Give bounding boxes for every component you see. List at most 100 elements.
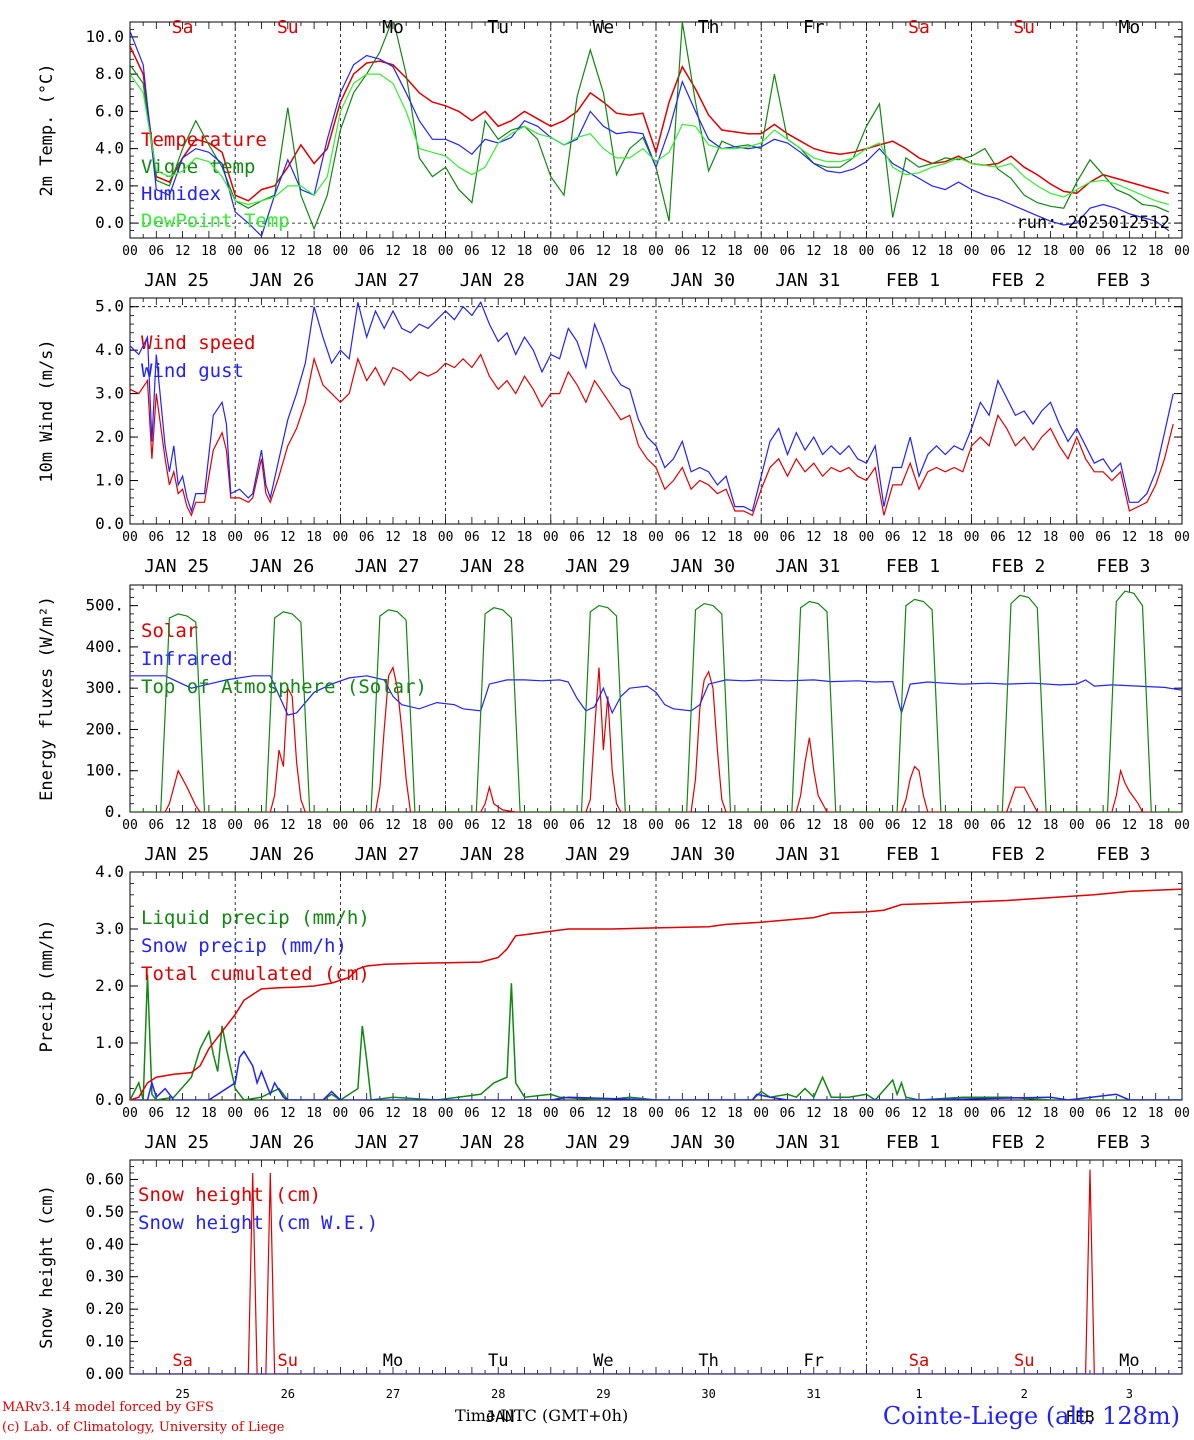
weekday-label: Tu: [488, 1351, 508, 1371]
y-tick-label: 1.0: [95, 471, 124, 490]
hour-label: 06: [254, 818, 270, 833]
hour-label: 12: [1016, 1106, 1032, 1121]
weekday-label: Mo: [383, 1351, 403, 1371]
hour-label: 12: [385, 1106, 401, 1121]
date-label: JAN 26: [249, 270, 314, 291]
hour-label: 00: [1069, 244, 1085, 259]
hour-label: 12: [701, 530, 717, 545]
series-line-vigne-temp: [130, 22, 1170, 231]
hour-label: 00: [753, 530, 769, 545]
hour-label: 12: [280, 530, 296, 545]
hour-label: 12: [490, 818, 506, 833]
day-number: 30: [701, 1387, 715, 1401]
hour-label: 00: [1174, 530, 1190, 545]
hour-label: 00: [964, 1106, 980, 1121]
day-number: 28: [491, 1387, 505, 1401]
y-tick-label: 1.0: [95, 1033, 124, 1052]
hour-label: 18: [411, 818, 427, 833]
hour-label: 12: [596, 530, 612, 545]
hour-label: 12: [1122, 1106, 1138, 1121]
month-label: JAN: [486, 1407, 515, 1426]
hour-label: 06: [674, 818, 690, 833]
hour-label: 18: [1043, 818, 1059, 833]
hour-label: 12: [701, 244, 717, 259]
hour-label: 00: [1174, 818, 1190, 833]
x-axis-title: Time UTC (GMT+0h): [455, 1406, 629, 1425]
weekday-label: We: [593, 1351, 613, 1371]
weekday-label: Fr: [804, 1351, 824, 1371]
hour-label: 18: [832, 530, 848, 545]
hour-label: 18: [201, 244, 217, 259]
day-number: 2: [1021, 1387, 1028, 1401]
y-axis-label: 2m Temp. (°C): [37, 63, 57, 196]
date-label: JAN 25: [144, 556, 209, 577]
hour-label: 06: [569, 818, 585, 833]
hour-label: 12: [1016, 530, 1032, 545]
hour-label: 12: [911, 244, 927, 259]
weekday-label: Th: [698, 1351, 718, 1371]
lab-credit: (c) Lab. of Climatology, University of L…: [2, 1420, 285, 1435]
hour-label: 12: [490, 530, 506, 545]
hour-label: 18: [622, 1106, 638, 1121]
hour-label: 12: [175, 530, 191, 545]
date-label: JAN 26: [249, 844, 314, 865]
hour-label: 12: [490, 1106, 506, 1121]
weekday-label: Sa: [172, 17, 194, 38]
date-label: FEB 1: [886, 1132, 940, 1153]
hour-label: 12: [911, 1106, 927, 1121]
hour-label: 06: [674, 244, 690, 259]
weekday-label: Su: [277, 17, 299, 38]
y-tick-label: 0.10: [85, 1332, 124, 1351]
hour-label: 00: [122, 530, 138, 545]
series-line-total-cumulated-cm-: [130, 888, 1182, 1100]
hour-label: 12: [806, 818, 822, 833]
y-tick-label: 0.40: [85, 1234, 124, 1253]
weekday-label: Sa: [172, 1351, 192, 1371]
hour-label: 06: [674, 530, 690, 545]
date-label: JAN 31: [775, 844, 840, 865]
hour-label: 18: [411, 1106, 427, 1121]
hour-label: 00: [333, 1106, 349, 1121]
series-line-liquid-precip-mm-h-: [130, 974, 1182, 1100]
hour-label: 12: [280, 244, 296, 259]
date-label: JAN 29: [565, 1132, 630, 1153]
weekday-label: Fr: [803, 17, 825, 38]
hour-label: 00: [227, 530, 243, 545]
hour-label: 18: [517, 1106, 533, 1121]
y-tick-label: 4.0: [95, 862, 124, 881]
y-tick-label: 8.0: [95, 64, 124, 83]
hour-label: 06: [990, 244, 1006, 259]
hour-label: 06: [780, 1106, 796, 1121]
hour-label: 18: [1148, 1106, 1164, 1121]
hour-label: 12: [596, 244, 612, 259]
y-tick-label: 6.0: [95, 101, 124, 120]
date-label: JAN 26: [249, 1132, 314, 1153]
y-tick-label: 5.0: [95, 297, 124, 316]
hour-label: 06: [885, 1106, 901, 1121]
date-label: JAN 28: [460, 270, 525, 291]
day-number: 29: [596, 1387, 610, 1401]
hour-label: 00: [543, 1106, 559, 1121]
hour-label: 18: [727, 818, 743, 833]
chart-panel-5: 0.00 0.10 0.20 0.30 0.40 0.50 0.60 Snow height …: [37, 1159, 1183, 1383]
hour-label: 12: [1122, 244, 1138, 259]
series-line-dewpoint-temp: [130, 73, 1169, 206]
hour-label: 12: [385, 244, 401, 259]
hour-label: 12: [1122, 530, 1138, 545]
hour-label: 00: [333, 244, 349, 259]
legend-entry: Temperature: [141, 129, 267, 151]
hour-label: 12: [806, 1106, 822, 1121]
hour-label: 12: [911, 818, 927, 833]
hour-label: 18: [411, 530, 427, 545]
hour-label: 12: [701, 818, 717, 833]
weekday-label: Sa: [909, 1351, 929, 1371]
hour-label: 00: [648, 1106, 664, 1121]
hour-label: 00: [753, 1106, 769, 1121]
hour-label: 12: [280, 818, 296, 833]
hour-label: 06: [885, 818, 901, 833]
hour-label: 12: [1122, 818, 1138, 833]
month-label: FEB: [1066, 1407, 1095, 1426]
y-tick-label: 2.0: [95, 976, 124, 995]
weekday-label: Mo: [1119, 17, 1141, 38]
